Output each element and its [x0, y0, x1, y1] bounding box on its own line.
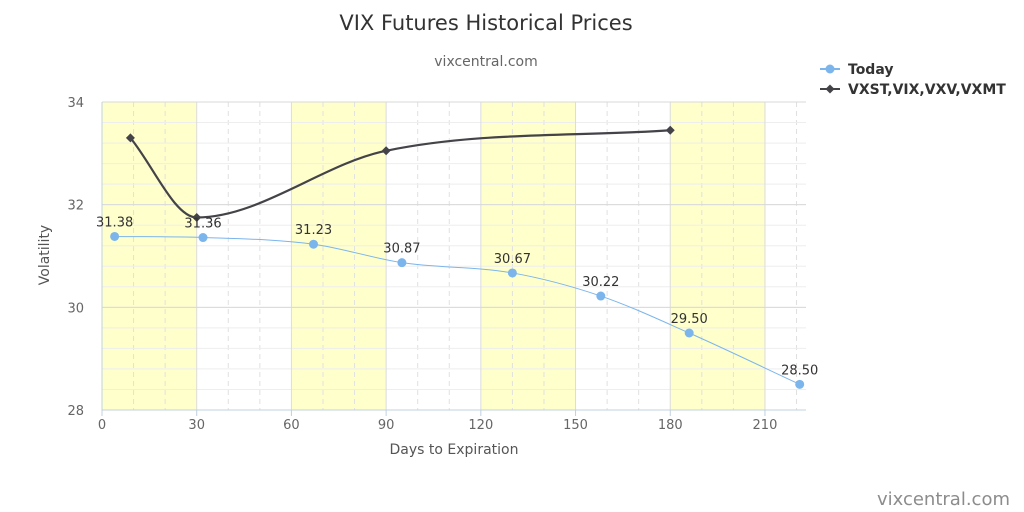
legend-today-marker	[825, 64, 835, 74]
series-1-point	[192, 213, 202, 222]
series-0-point	[596, 291, 606, 301]
grid	[101, 101, 806, 411]
plot-band-2	[480, 102, 576, 410]
plot-bands	[102, 102, 765, 410]
series-0-point	[397, 258, 407, 268]
x-tick-label: 120	[468, 418, 493, 433]
data-label: 31.38	[96, 215, 133, 230]
series-0-point	[198, 233, 208, 243]
y-tick-label: 34	[67, 96, 84, 111]
y-axis-title: Volatility	[37, 225, 53, 285]
y-tick-label: 28	[67, 404, 84, 419]
legend-term-structure-marker	[825, 84, 835, 94]
data-label: 31.23	[295, 223, 332, 238]
legend-term-structure-label: VXST,VIX,VXV,VXMT	[848, 82, 1006, 98]
plot-band-0	[102, 102, 197, 410]
series-line-1	[129, 129, 671, 219]
legend-item-term-structure[interactable]: VXST,VIX,VXV,VXMT	[820, 82, 1006, 98]
data-label: 30.67	[494, 252, 531, 267]
series-1-point	[125, 133, 135, 143]
x-tick-label: 0	[98, 418, 106, 433]
y-tick-label: 32	[67, 199, 84, 214]
chart-title: VIX Futures Historical Prices	[339, 11, 632, 35]
data-label: 30.22	[582, 275, 619, 290]
plot-band-3	[670, 102, 765, 410]
series-1-point	[381, 146, 391, 156]
x-tick-label: 60	[283, 418, 300, 433]
plot-band-1	[291, 102, 387, 410]
data-label: 29.50	[671, 312, 708, 327]
series-0-point	[684, 328, 694, 338]
axes: 0 30 60 90 120 150 180 210 28 30 32 34	[67, 96, 806, 433]
credit-text[interactable]: vixcentral.com	[877, 489, 1010, 510]
x-axis-title: Days to Expiration	[390, 442, 519, 458]
x-tick-label: 90	[378, 418, 395, 433]
data-labels: 31.38 31.36 31.23 30.87 30.67 30.22 29.50 28.50	[96, 215, 818, 378]
legend: Today VXST,VIX,VXV,VXMT	[820, 62, 1006, 98]
x-tick-label: 180	[658, 418, 683, 433]
series-0-point	[507, 268, 517, 278]
data-label: 30.87	[383, 242, 420, 257]
x-tick-label: 210	[753, 418, 778, 433]
chart-subtitle: vixcentral.com	[434, 54, 537, 70]
series-1-point	[665, 125, 675, 135]
series-0-point	[309, 239, 319, 249]
x-tick-label: 150	[563, 418, 588, 433]
legend-today-label: Today	[848, 62, 893, 78]
legend-item-today[interactable]: Today	[820, 62, 893, 78]
series	[110, 125, 805, 389]
data-label: 31.36	[184, 217, 221, 232]
data-label: 28.50	[781, 363, 818, 378]
series-0-point	[110, 231, 120, 241]
series-0-point	[795, 379, 805, 389]
y-tick-label: 30	[67, 301, 84, 316]
x-tick-label: 30	[188, 418, 205, 433]
